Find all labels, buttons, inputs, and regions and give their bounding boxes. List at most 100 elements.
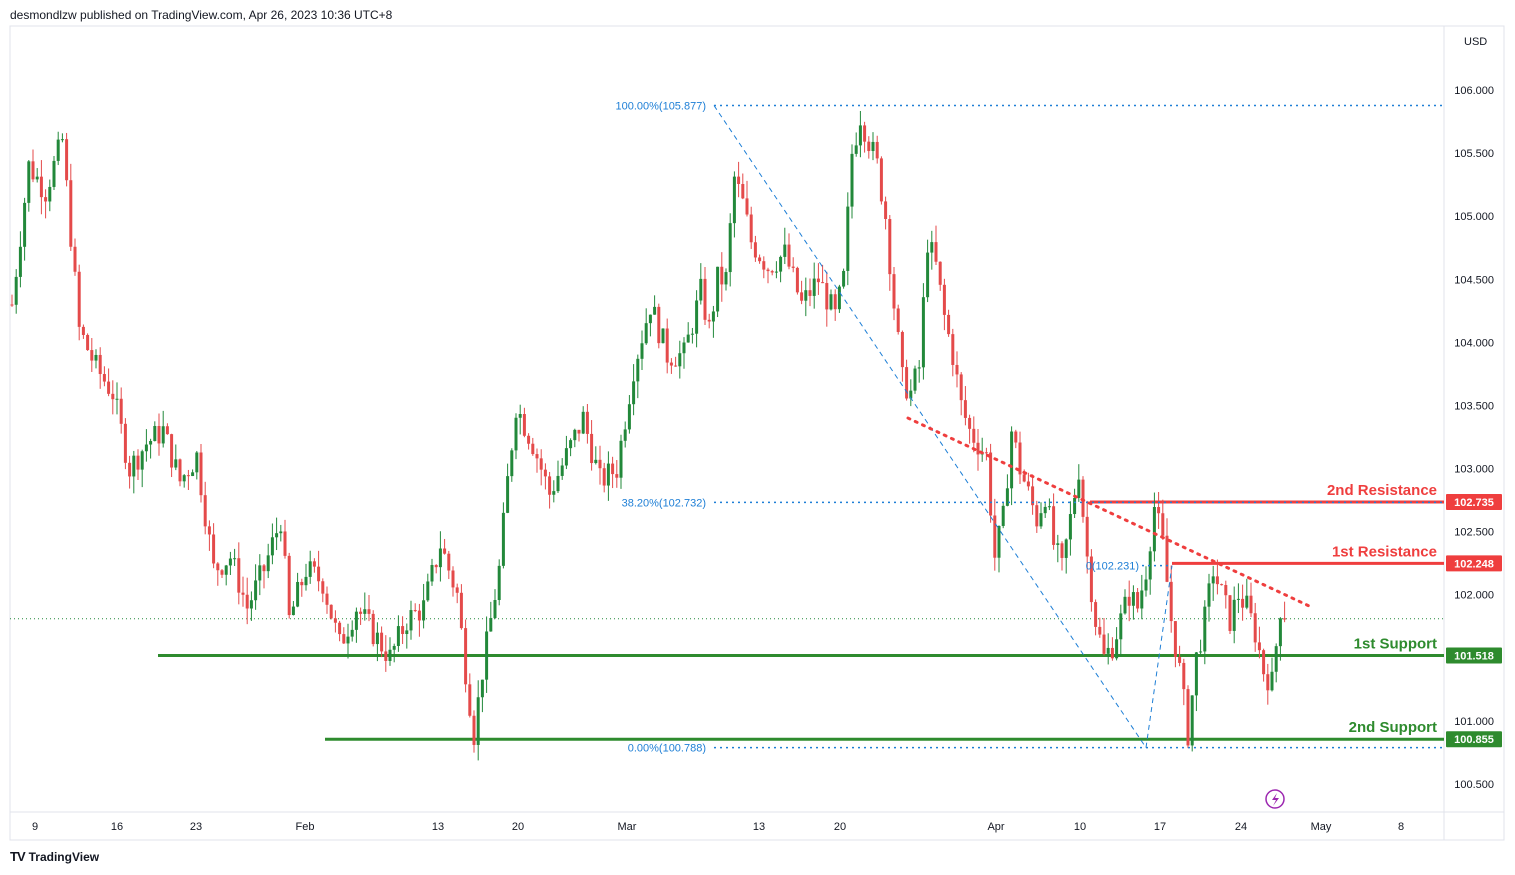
candle-body bbox=[1182, 662, 1186, 690]
candle-body bbox=[905, 367, 909, 399]
candle-body bbox=[39, 176, 43, 198]
candle-body bbox=[951, 334, 955, 365]
candle-body bbox=[1161, 513, 1165, 536]
candle-body bbox=[1274, 646, 1278, 672]
candle-body bbox=[774, 271, 778, 273]
candle-body bbox=[1283, 618, 1287, 620]
candle-body bbox=[564, 448, 568, 466]
candle-body bbox=[447, 553, 451, 571]
candle-body bbox=[816, 278, 820, 283]
candle-body bbox=[959, 374, 963, 401]
candle-body bbox=[338, 622, 342, 635]
candle-body bbox=[825, 283, 829, 310]
candle-body bbox=[842, 270, 846, 287]
candle-body bbox=[955, 364, 959, 375]
candle-body bbox=[627, 404, 631, 430]
candle-body bbox=[674, 365, 678, 367]
candle-body bbox=[1169, 581, 1173, 622]
candle-body bbox=[984, 452, 988, 454]
candle-body bbox=[522, 414, 526, 436]
candle-body bbox=[837, 286, 841, 310]
candle-body bbox=[716, 266, 720, 312]
price-tag bbox=[1446, 731, 1502, 748]
candle-body bbox=[665, 328, 669, 363]
x-tick-label: 10 bbox=[1074, 821, 1086, 833]
support-label: 1st Support bbox=[1354, 636, 1437, 653]
price-tag bbox=[1446, 647, 1502, 664]
candle-body bbox=[938, 261, 942, 285]
x-tick-label: 13 bbox=[432, 821, 444, 833]
candle-body bbox=[993, 515, 997, 558]
candle-body bbox=[699, 278, 703, 301]
y-tick-label: 103.000 bbox=[1454, 464, 1494, 476]
candle-body bbox=[1249, 595, 1253, 614]
candle-body bbox=[426, 581, 430, 601]
candle-body bbox=[741, 183, 745, 199]
candle-body bbox=[720, 266, 724, 285]
candle-body bbox=[136, 455, 140, 470]
candle-body bbox=[1215, 576, 1219, 585]
publisher-header: desmondlzw published on TradingView.com,… bbox=[10, 8, 393, 22]
candle-body bbox=[812, 278, 816, 296]
candle-body bbox=[354, 611, 358, 630]
candle-body bbox=[455, 587, 459, 593]
candle-body bbox=[35, 176, 39, 180]
candle-body bbox=[1140, 590, 1144, 609]
candle-body bbox=[518, 414, 522, 418]
x-tick-label: 8 bbox=[1398, 821, 1404, 833]
candle-body bbox=[371, 613, 375, 645]
candle-body bbox=[199, 452, 203, 496]
candle-body bbox=[1253, 613, 1257, 643]
candle-body bbox=[270, 537, 274, 556]
candle-body bbox=[216, 563, 220, 571]
candle-body bbox=[942, 284, 946, 315]
candle-body bbox=[468, 684, 472, 716]
candle-body bbox=[422, 600, 426, 621]
candle-body bbox=[262, 565, 266, 572]
brand-footer[interactable]: TV TradingView bbox=[10, 849, 99, 864]
candle-body bbox=[724, 272, 728, 285]
candle-body bbox=[392, 645, 396, 650]
price-tag-label: 102.735 bbox=[1454, 497, 1494, 509]
candle-body bbox=[800, 292, 804, 301]
candle-body bbox=[514, 417, 518, 451]
candle-body bbox=[585, 411, 589, 434]
candle-body bbox=[203, 495, 207, 527]
candle-body bbox=[350, 629, 354, 637]
x-tick-label: Feb bbox=[296, 821, 315, 833]
candle-body bbox=[900, 331, 904, 368]
candle-body bbox=[1220, 584, 1224, 586]
candle-body bbox=[73, 246, 77, 272]
candle-body bbox=[182, 475, 186, 482]
candle-body bbox=[342, 634, 346, 644]
candle-body bbox=[1031, 486, 1035, 506]
candle-body bbox=[879, 158, 883, 202]
y-tick-label: 104.500 bbox=[1454, 274, 1494, 286]
candle-body bbox=[1241, 598, 1245, 608]
candle-body bbox=[1270, 671, 1274, 691]
candle-body bbox=[186, 475, 190, 477]
candle-body bbox=[749, 214, 753, 243]
candle-body bbox=[854, 145, 858, 154]
candle-body bbox=[548, 476, 552, 495]
candle-body bbox=[917, 367, 921, 369]
candle-body bbox=[1136, 592, 1140, 609]
candle-body bbox=[787, 244, 791, 267]
candle-body bbox=[237, 558, 241, 593]
y-tick-label: 104.000 bbox=[1454, 337, 1494, 349]
candle-body bbox=[10, 304, 14, 306]
candle-body bbox=[1026, 481, 1030, 487]
x-tick-label: 24 bbox=[1235, 821, 1247, 833]
candle-body bbox=[640, 343, 644, 359]
x-tick-label: 23 bbox=[190, 821, 202, 833]
candle-body bbox=[821, 282, 825, 284]
candle-body bbox=[1186, 689, 1190, 746]
lightning-icon[interactable] bbox=[1265, 789, 1285, 809]
y-tick-label: 101.000 bbox=[1454, 716, 1494, 728]
candle-body bbox=[560, 465, 564, 476]
candle-body bbox=[405, 630, 409, 634]
candle-body bbox=[1102, 634, 1106, 654]
x-tick-label: 13 bbox=[753, 821, 765, 833]
candle-body bbox=[1035, 505, 1039, 527]
